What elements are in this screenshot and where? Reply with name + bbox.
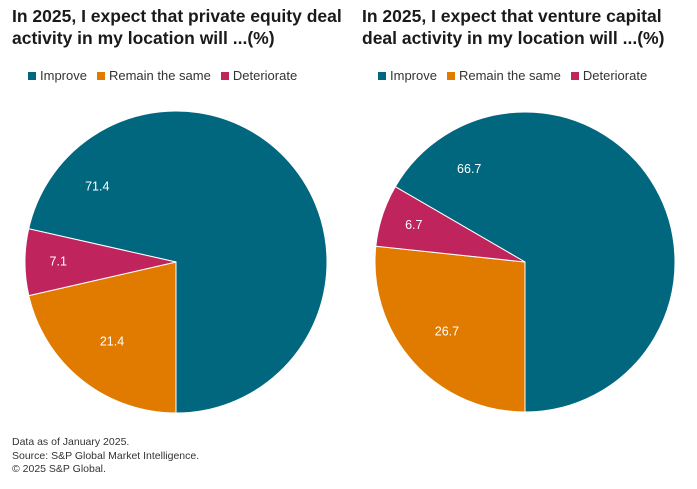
pie-slice-improve	[394, 111, 676, 413]
legend-item-deteriorate: Deteriorate	[570, 68, 648, 83]
pie-label-remain: 21.4	[100, 335, 124, 349]
chart-panel-private-equity: In 2025, I expect that private equity de…	[0, 0, 345, 430]
legend-label: Remain the same	[458, 68, 561, 83]
legend-label: Deteriorate	[232, 68, 298, 83]
footer-source: Source: S&P Global Market Intelligence.	[12, 449, 200, 462]
legend-swatch-remain	[446, 71, 455, 80]
pie-chart-private-equity: 71.4 21.4 7.1	[24, 110, 328, 414]
pie-slice-deteriorate	[24, 228, 177, 297]
pie-label-deteriorate: 6.7	[405, 218, 422, 232]
chart-title: In 2025, I expect that private equity de…	[12, 6, 342, 48]
legend-swatch-remain	[96, 71, 105, 80]
pie-slice-deteriorate	[375, 186, 526, 263]
pie-label-improve: 71.4	[85, 179, 109, 193]
legend-swatch-improve	[28, 71, 36, 80]
legend-label: Improve	[390, 68, 437, 83]
legend-label: Deteriorate	[582, 68, 648, 83]
legend-label: Remain the same	[108, 68, 211, 83]
legend-swatch-deteriorate	[220, 71, 229, 80]
chart-title: In 2025, I expect that venture capital d…	[362, 6, 665, 48]
legend-item-remain: Remain the same	[96, 68, 211, 83]
chart-footer: Data as of January 2025. Source: S&P Glo…	[12, 436, 199, 477]
legend-label: Improve	[40, 68, 87, 83]
pie-label-improve: 66.7	[457, 162, 481, 176]
legend-item-deteriorate: Deteriorate	[220, 68, 298, 83]
pie-slice-improve	[28, 110, 328, 414]
pie-slice-remain	[374, 245, 526, 413]
legend-item-remain: Remain the same	[446, 68, 561, 83]
legend-item-improve: Improve	[378, 68, 437, 83]
footer-date-note: Data as of January 2025.	[12, 436, 130, 448]
footer-copyright: © 2025 S&P Global.	[12, 463, 106, 475]
chart-panel-venture-capital: In 2025, I expect that venture capital d…	[350, 0, 695, 430]
pie-label-remain: 26.7	[435, 325, 459, 339]
legend-item-improve: Improve	[28, 68, 87, 83]
pie-slice-remain	[28, 261, 177, 414]
legend-swatch-deteriorate	[570, 71, 579, 80]
chart-legend: Improve Remain the same Deteriorate	[378, 68, 647, 83]
pie-chart-venture-capital: 66.7 26.7 6.7	[374, 111, 676, 413]
legend-swatch-improve	[378, 71, 386, 80]
chart-legend: Improve Remain the same Deteriorate	[28, 68, 297, 83]
pie-label-deteriorate: 7.1	[50, 254, 67, 268]
